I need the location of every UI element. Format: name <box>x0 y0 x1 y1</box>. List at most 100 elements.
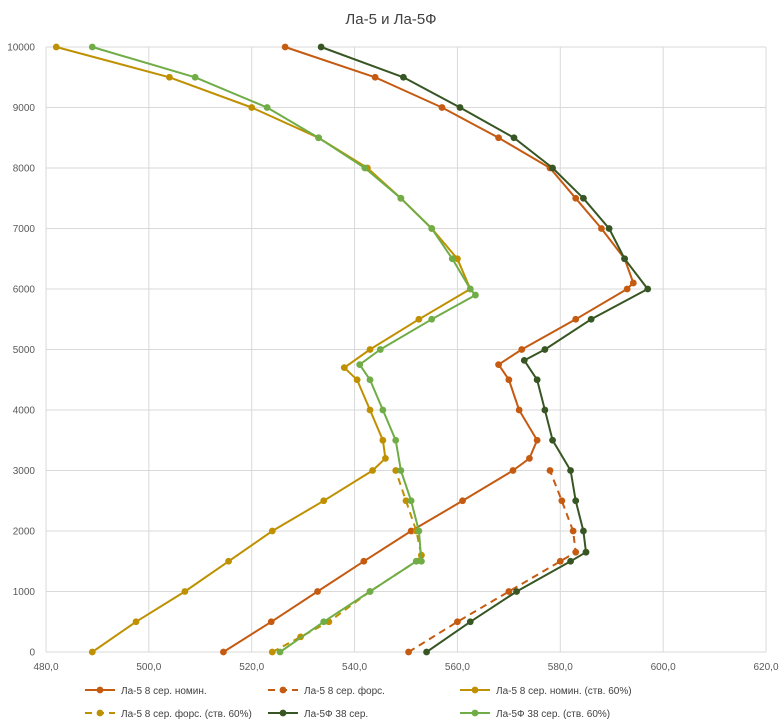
data-point <box>52 43 60 51</box>
data-point <box>533 436 541 444</box>
legend-marker <box>471 709 479 717</box>
x-tick-label: 560,0 <box>445 662 470 673</box>
data-point <box>415 315 423 323</box>
series-5 <box>317 43 652 656</box>
x-tick-label: 540,0 <box>342 662 367 673</box>
data-point <box>582 548 590 556</box>
data-point <box>397 467 405 474</box>
legend-item: Ла-5 8 сер. форс. (ств. 60%) <box>85 708 252 720</box>
data-point <box>572 194 580 202</box>
data-point <box>572 548 580 556</box>
data-point <box>405 648 412 656</box>
x-tick-label: 520,0 <box>239 662 264 673</box>
data-point <box>513 588 520 595</box>
y-tick-label: 9000 <box>13 103 36 114</box>
data-point <box>621 255 628 263</box>
data-point <box>369 467 376 474</box>
data-point <box>454 255 461 263</box>
data-point <box>361 164 369 172</box>
data-point <box>572 497 580 505</box>
y-tick-label: 7000 <box>13 224 36 235</box>
grid-layer <box>45 46 767 653</box>
data-point <box>587 315 595 323</box>
legend-item: Ла-5Ф 38 сер. <box>268 709 368 720</box>
series-layer <box>52 43 652 656</box>
series-6 <box>88 43 479 656</box>
data-point <box>518 346 526 353</box>
legend-label: Ла-5Ф 38 сер. <box>304 709 368 720</box>
data-point <box>281 43 289 51</box>
data-point <box>88 43 96 51</box>
data-point <box>382 455 389 462</box>
data-point <box>400 73 407 81</box>
data-point <box>629 279 637 287</box>
data-point <box>263 104 271 111</box>
data-point <box>556 557 564 565</box>
legend-item: Ла-5Ф 38 сер. (ств. 60%) <box>460 709 610 720</box>
data-point <box>526 455 533 462</box>
legend-marker <box>279 709 287 717</box>
x-tick-label: 620,0 <box>753 662 778 673</box>
data-point <box>317 43 325 51</box>
series-line <box>408 470 577 653</box>
data-point <box>558 497 566 505</box>
y-tick-label: 10000 <box>7 43 35 54</box>
legend-item: Ла-5 8 сер. форс. <box>268 685 385 697</box>
series-line <box>222 46 635 653</box>
data-point <box>366 406 374 414</box>
data-point <box>267 618 275 626</box>
data-point <box>541 406 549 414</box>
data-point <box>495 361 502 369</box>
chart-title: Ла-5 и Ла-5Ф <box>345 11 436 28</box>
data-point <box>407 497 415 505</box>
legend-item: Ла-5 8 сер. номин. (ств. 60%) <box>460 686 632 697</box>
series-2 <box>405 467 580 656</box>
data-point <box>549 164 556 172</box>
legend: Ла-5 8 сер. номин. Ла-5 8 сер. форс. Ла-5 … <box>85 685 632 720</box>
data-point <box>567 467 574 474</box>
data-point <box>623 285 631 293</box>
data-point <box>466 285 474 293</box>
y-tick-label: 3000 <box>13 466 36 477</box>
data-point <box>132 618 140 626</box>
data-point <box>428 315 436 323</box>
data-point <box>248 104 256 111</box>
data-point <box>320 497 328 505</box>
data-point <box>314 588 321 595</box>
data-point <box>371 73 379 81</box>
data-point <box>402 497 410 505</box>
data-point <box>515 406 523 414</box>
legend-label: Ла-5 8 сер. номин. <box>121 686 207 697</box>
y-tick-label: 6000 <box>13 285 36 296</box>
data-point <box>569 527 577 535</box>
data-point <box>366 376 374 384</box>
data-point <box>276 648 284 656</box>
data-point <box>580 194 587 202</box>
data-point <box>412 557 420 565</box>
data-point <box>459 497 466 505</box>
data-point <box>448 255 456 263</box>
data-point <box>181 588 189 595</box>
y-tick-label: 1000 <box>13 587 36 598</box>
data-point <box>454 618 461 626</box>
data-point <box>428 225 436 232</box>
data-point <box>598 225 605 232</box>
legend-label: Ла-5 8 сер. форс. <box>304 685 385 697</box>
x-tick-label: 500,0 <box>136 662 161 673</box>
data-point <box>225 557 232 565</box>
data-point <box>520 356 528 364</box>
y-tick-label: 5000 <box>13 345 36 356</box>
data-point <box>268 527 276 535</box>
data-point <box>505 588 513 595</box>
data-point <box>505 376 513 384</box>
data-point <box>376 346 384 353</box>
data-point <box>580 527 587 535</box>
data-point <box>541 346 549 353</box>
y-tick-label: 4000 <box>13 406 36 417</box>
legend-marker <box>471 686 479 694</box>
data-point <box>495 134 502 142</box>
series-line <box>271 470 423 653</box>
data-point <box>466 618 474 626</box>
legend-item: Ла-5 8 сер. номин. <box>85 686 207 697</box>
